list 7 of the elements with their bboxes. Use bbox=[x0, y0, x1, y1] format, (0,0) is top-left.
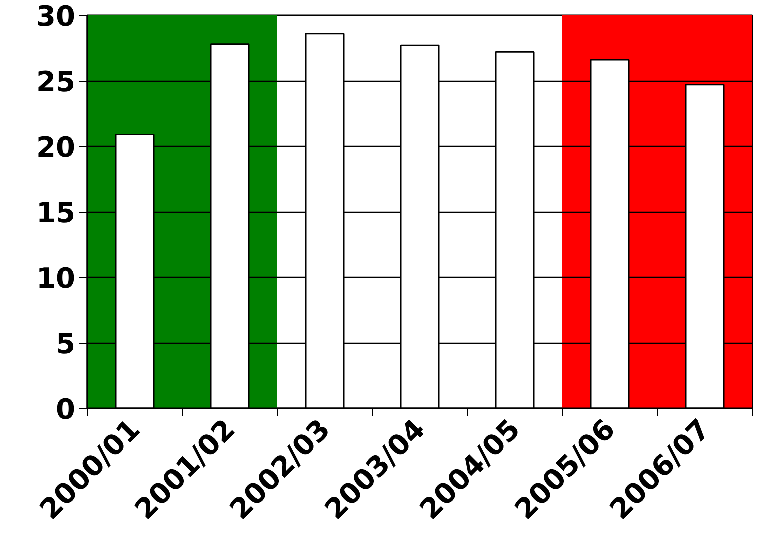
y-tick-label: 30 bbox=[36, 0, 76, 33]
y-tick-label: 25 bbox=[36, 66, 76, 98]
y-tick-label: 5 bbox=[56, 328, 76, 360]
y-tick-label: 10 bbox=[36, 262, 76, 295]
y-tick-label: 20 bbox=[36, 131, 76, 164]
y-tick-label: 15 bbox=[36, 196, 76, 230]
y-tick-label: 0 bbox=[56, 393, 76, 426]
